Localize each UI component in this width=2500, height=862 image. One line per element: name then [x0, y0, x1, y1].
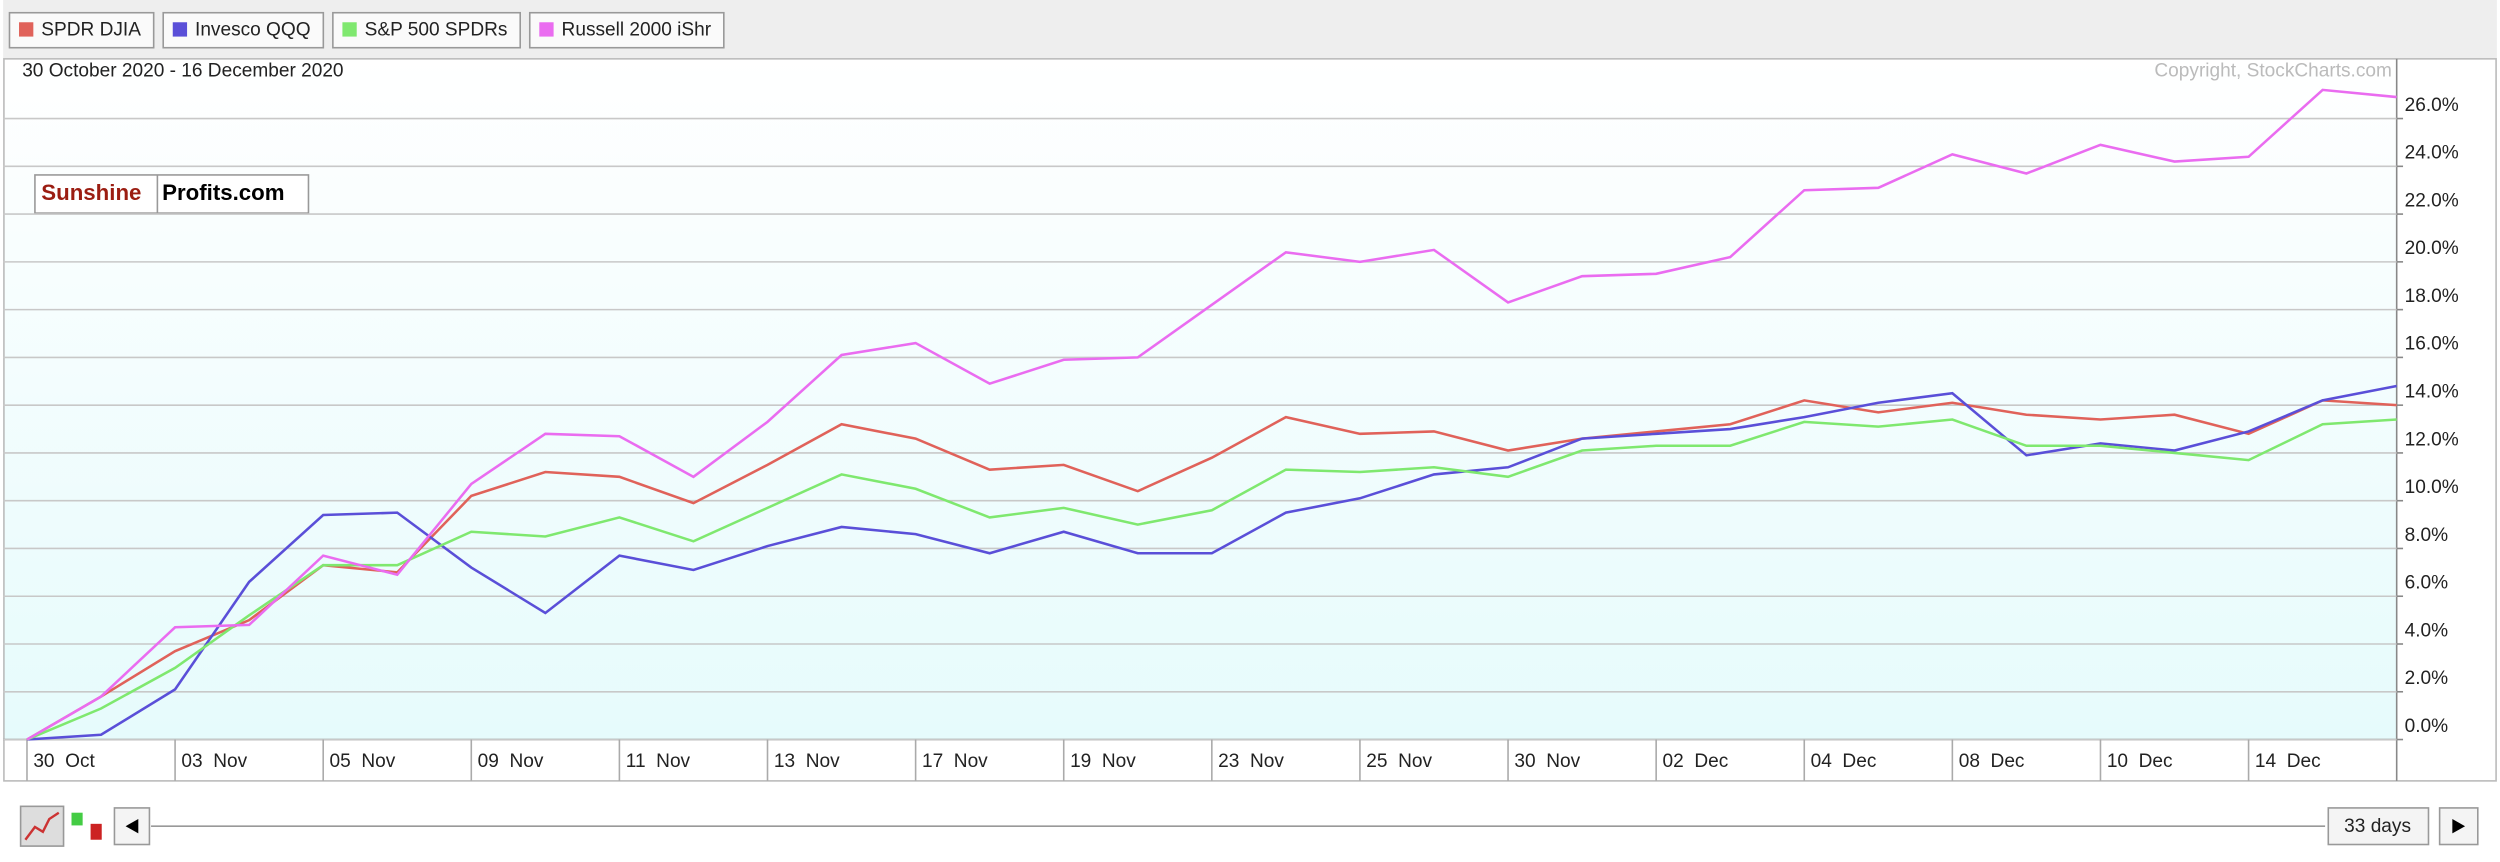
frame — [3, 58, 2497, 782]
x-tick-label: 08 Dec — [1959, 751, 2025, 772]
series-line — [26, 399, 2397, 741]
icon — [2452, 819, 2466, 834]
chart-style-button[interactable] — [19, 805, 65, 847]
y-tick-label: 4.0% — [2405, 620, 2449, 641]
x-tick-label: 10 Dec — [2107, 751, 2173, 772]
y-tick-label: 0.0% — [2405, 716, 2449, 737]
logo-text: Sunshine — [41, 180, 141, 205]
x-tick-label: 03 Nov — [181, 751, 247, 772]
logo-text: Profits.com — [162, 180, 284, 205]
x-tick-label: 19 Nov — [1070, 751, 1136, 772]
icon — [24, 811, 60, 841]
legend-label: S&P 500 SPDRs — [365, 19, 508, 40]
icon — [90, 823, 102, 840]
x-tick-label: 02 Dec — [1663, 751, 1729, 772]
legend-button[interactable] — [332, 11, 522, 49]
legend-label: Russell 2000 iShr — [562, 19, 712, 40]
y-tick-label: 6.0% — [2405, 573, 2449, 594]
y-tick-label: 10.0% — [2405, 477, 2459, 498]
x-tick-label: 11 Nov — [626, 751, 691, 772]
icon — [125, 819, 139, 834]
x-tick-label: 04 Dec — [1811, 751, 1877, 772]
y-tick-label: 22.0% — [2405, 190, 2459, 211]
x-tick-label: 23 Nov — [1218, 751, 1284, 772]
x-tick-label: 17 Nov — [922, 751, 988, 772]
y-tick-label: 14.0% — [2405, 381, 2459, 402]
x-tick-label: 30 Oct — [33, 751, 95, 772]
legend-label: SPDR DJIA — [41, 19, 141, 40]
series-line — [26, 418, 2397, 741]
x-tick-label: 05 Nov — [330, 751, 396, 772]
legend-label: Invesco QQQ — [195, 19, 311, 40]
y-tick-label: 8.0% — [2405, 525, 2449, 546]
plot-area — [3, 58, 2397, 740]
x-tick-label: 25 Nov — [1366, 751, 1432, 772]
y-tick-label: 26.0% — [2405, 95, 2459, 116]
x-tick-label: 13 Nov — [774, 751, 840, 772]
legend-swatch — [19, 22, 34, 37]
series-line — [26, 384, 2397, 741]
y-tick-label: 24.0% — [2405, 143, 2459, 164]
legend-swatch — [342, 22, 357, 37]
x-tick-label: 14 Dec — [2255, 751, 2321, 772]
y-tick-label: 12.0% — [2405, 429, 2459, 450]
y-tick-label: 20.0% — [2405, 238, 2459, 259]
legend-button[interactable] — [162, 11, 325, 49]
legend-button[interactable] — [8, 11, 155, 49]
x-tick-label: 30 Nov — [1514, 751, 1580, 772]
range-label: 33 days — [2344, 816, 2411, 837]
icon — [71, 812, 83, 826]
credit: Copyright, StockCharts.com — [2154, 61, 2391, 82]
range-box[interactable] — [2327, 807, 2430, 846]
subtitle: 30 October 2020 - 16 December 2020 — [22, 61, 343, 82]
y-tick-label: 2.0% — [2405, 668, 2449, 689]
legend-swatch — [539, 22, 554, 37]
legend-button[interactable] — [528, 11, 725, 49]
scroll-left-button[interactable] — [113, 807, 151, 846]
logo-box — [34, 174, 310, 214]
y-tick-label: 16.0% — [2405, 334, 2459, 355]
series-line — [26, 88, 2397, 741]
y-tick-label: 18.0% — [2405, 286, 2459, 307]
legend-swatch — [172, 22, 188, 37]
x-tick-label: 09 Nov — [478, 751, 544, 772]
